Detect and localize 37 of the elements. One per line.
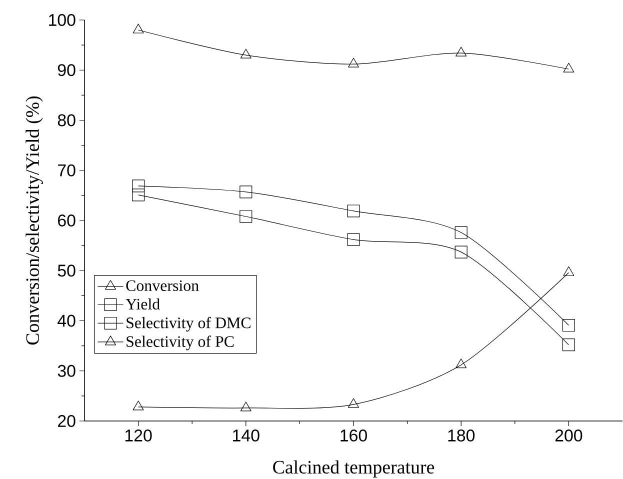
legend-label: Selectivity of DMC [126,316,250,332]
point [562,338,575,352]
x-axis-title: Calcined temperature [273,460,434,478]
point [456,358,467,368]
point [240,210,252,223]
point [562,318,575,332]
y-tick-label: 60 [58,214,76,226]
y-tick-label: 70 [58,164,76,176]
y-tick-label: 80 [58,114,76,126]
point [132,180,145,192]
point [454,226,468,239]
point [132,24,144,34]
legend-label: Yield [126,298,160,310]
x-tick-label: 140 [233,430,260,442]
point [563,266,574,276]
point [563,62,574,72]
y-tick-label: 100 [49,14,76,26]
point [132,188,145,202]
y-axis-title: Conversion/selectivity/Yield (%) [26,96,43,345]
y-tick-label: 30 [58,364,76,377]
point [240,186,252,198]
legend-label: Selectivity of PC [126,336,234,350]
x-tick-label: 180 [448,430,475,442]
y-tick-label: 40 [58,314,76,327]
x-tick-label: 120 [125,430,152,442]
y-tick-label: 90 [58,64,76,76]
point [456,46,467,56]
legend-label: Conversion [126,280,199,292]
point [348,58,359,68]
point [240,48,252,58]
x-tick-label: 200 [555,430,582,442]
point [347,204,360,218]
x-tick-label: 160 [340,430,367,442]
point [454,246,468,258]
point [347,233,360,246]
y-tick-label: 20 [58,415,76,427]
y-tick-label: 50 [58,264,76,277]
